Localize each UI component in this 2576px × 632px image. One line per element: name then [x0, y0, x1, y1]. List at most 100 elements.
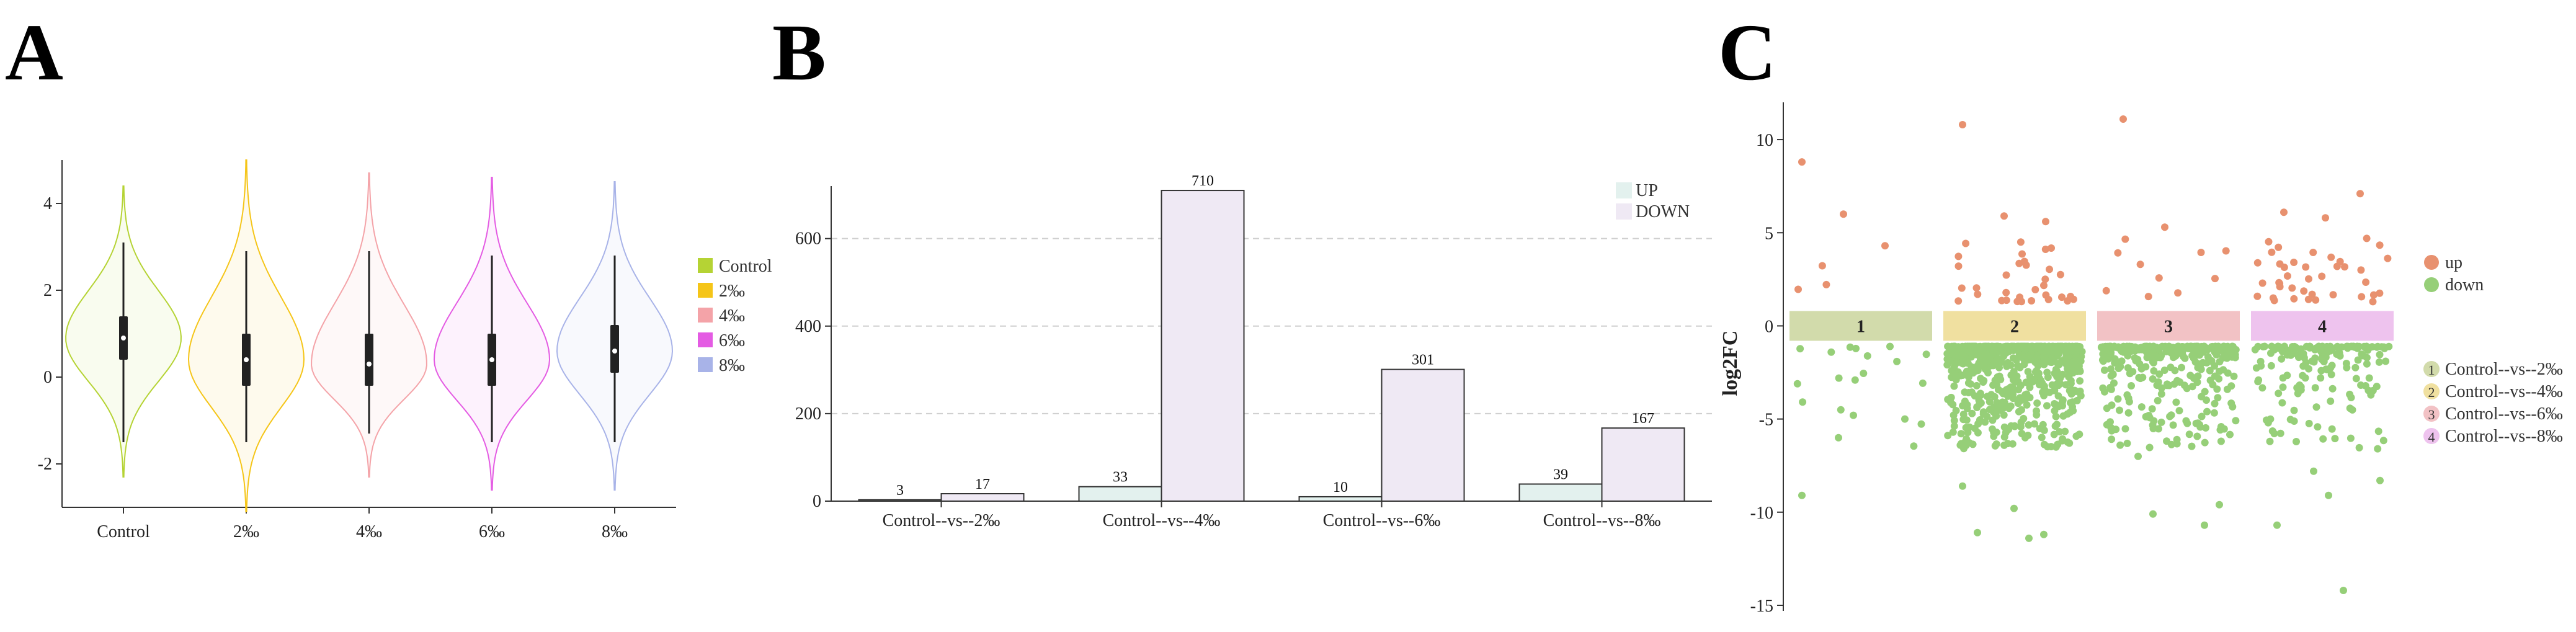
- point-down: [1966, 380, 1974, 388]
- legend-swatch-number: 1: [2428, 362, 2435, 378]
- point-down: [1893, 357, 1901, 365]
- point-down: [1977, 375, 1985, 383]
- point-up: [1962, 239, 1970, 247]
- point-down: [2310, 467, 2317, 475]
- point-down: [2285, 346, 2293, 354]
- point-down: [2325, 491, 2332, 499]
- bar-up: [1298, 496, 1383, 502]
- point-up: [1818, 262, 1826, 270]
- point-down: [2107, 385, 2115, 393]
- bar-value-label: 17: [975, 476, 990, 492]
- point-down: [1991, 409, 1999, 417]
- point-up: [2290, 295, 2298, 303]
- point-down: [2178, 363, 2185, 372]
- point-down: [2036, 360, 2044, 368]
- point-down: [2329, 385, 2337, 393]
- legend-swatch-number: 2: [2428, 385, 2435, 400]
- point-down: [2342, 360, 2350, 367]
- point-down: [1952, 372, 1960, 380]
- box-iqr: [365, 334, 373, 386]
- bar-value-label: 301: [1412, 352, 1434, 368]
- point-up: [2341, 263, 2348, 271]
- point-down: [2149, 425, 2157, 432]
- point-down: [1863, 352, 1871, 360]
- point-down: [1957, 440, 1965, 448]
- point-down: [2116, 406, 2123, 414]
- point-down: [1994, 386, 2002, 394]
- point-up: [2268, 248, 2276, 256]
- point-up: [2020, 257, 2028, 265]
- point-down: [2062, 360, 2070, 368]
- point-down: [2210, 409, 2218, 417]
- point-down: [1964, 359, 1972, 367]
- point-down: [2184, 343, 2192, 351]
- legend-swatch: [698, 258, 713, 273]
- point-down: [2355, 443, 2363, 452]
- point-down: [1835, 434, 1842, 442]
- point-down: [2160, 367, 2168, 374]
- legend-swatch: [2424, 277, 2439, 292]
- point-up: [1794, 285, 1802, 293]
- point-down: [1827, 348, 1835, 356]
- bar-up: [1518, 483, 1603, 502]
- point-up: [2275, 243, 2283, 251]
- point-down: [1917, 420, 1925, 428]
- point-down: [2065, 373, 2073, 381]
- point-down: [2267, 362, 2275, 370]
- point-down: [2021, 354, 2030, 362]
- point-up: [2253, 259, 2262, 267]
- legend-swatch: [2423, 383, 2440, 399]
- point-down: [2254, 378, 2262, 386]
- point-down: [2068, 365, 2076, 373]
- violin-plot-panel: -2 0 2 4 Control 2‰ 4‰ 6‰ 8‰ Control 2‰ 4‰ 6‰ 8‰: [38, 159, 772, 541]
- point-down: [1994, 342, 2002, 350]
- point-down: [2191, 358, 2199, 366]
- point-down: [2278, 355, 2286, 363]
- point-down: [1977, 391, 1985, 399]
- point-down: [2348, 406, 2356, 414]
- point-down: [2214, 394, 2222, 402]
- point-down: [2143, 342, 2151, 350]
- legend-label: 4‰: [719, 306, 745, 326]
- legend-swatch-number: 3: [2428, 407, 2435, 422]
- point-down: [2100, 366, 2108, 374]
- point-up: [2069, 295, 2077, 303]
- point-down: [2024, 432, 2032, 439]
- point-down: [1989, 416, 1997, 424]
- point-down: [1963, 416, 1971, 424]
- point-down: [2114, 395, 2122, 403]
- x-tick-label: 8‰: [602, 522, 628, 541]
- point-down: [2051, 422, 2059, 430]
- point-down: [2049, 355, 2057, 363]
- point-down: [2107, 372, 2115, 380]
- bar-down: [1601, 427, 1685, 502]
- point-down: [2134, 452, 2142, 460]
- point-down: [2000, 411, 2008, 419]
- bar-down: [1161, 190, 1245, 502]
- point-down: [1949, 428, 1957, 436]
- point-down: [2050, 430, 2058, 438]
- point-down: [2340, 587, 2347, 594]
- point-down: [2132, 357, 2140, 365]
- point-down: [2054, 342, 2062, 350]
- y-tick-label: 4: [43, 194, 52, 213]
- bar-value-label: 167: [1632, 411, 1654, 427]
- point-down: [2201, 438, 2209, 447]
- point-down: [2222, 345, 2231, 354]
- point-down: [2007, 371, 2015, 379]
- point-down: [2099, 384, 2107, 392]
- point-down: [2220, 425, 2228, 433]
- point-down: [2375, 358, 2383, 366]
- legend-swatch: [1616, 203, 1632, 220]
- point-down: [1977, 399, 1985, 407]
- point-down: [2158, 342, 2166, 350]
- point-down: [2369, 386, 2377, 394]
- bar-down: [940, 493, 1025, 502]
- point-down: [1989, 381, 1997, 389]
- point-down: [2254, 342, 2262, 350]
- point-down: [2157, 418, 2165, 426]
- point-down: [2116, 363, 2124, 371]
- point-down: [2194, 419, 2202, 427]
- legend-swatch: [2423, 406, 2440, 422]
- point-down: [2073, 396, 2081, 404]
